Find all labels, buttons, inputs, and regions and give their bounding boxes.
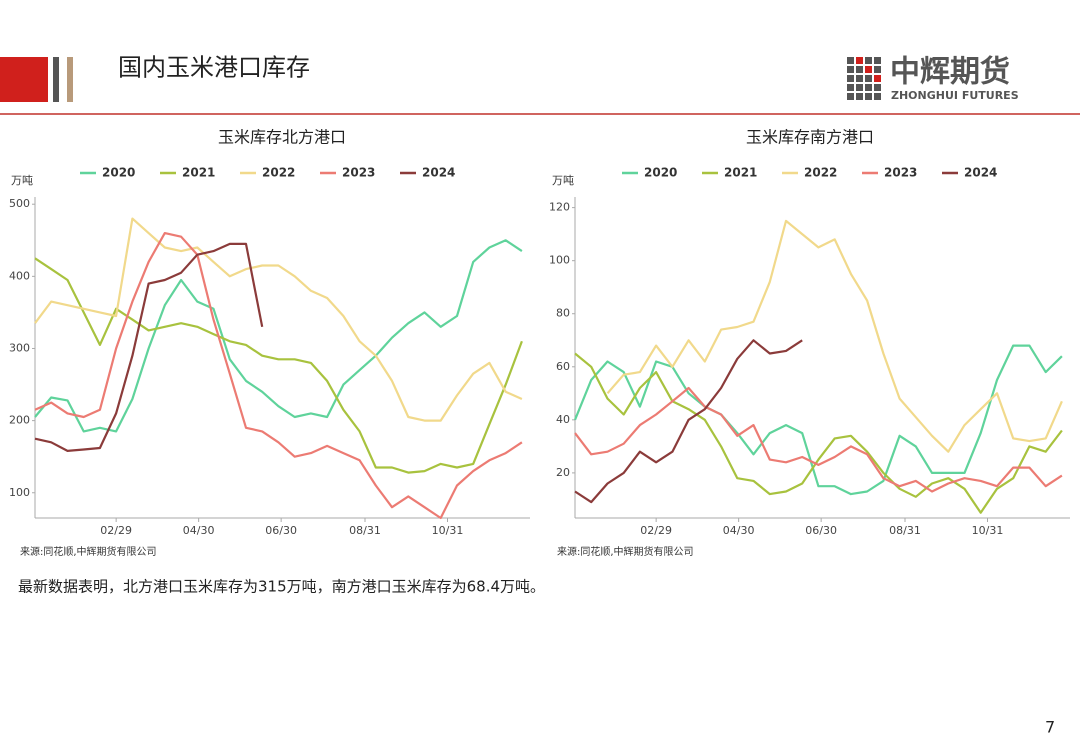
logo-subtext: ZHONGHUI FUTURES [891, 89, 1019, 102]
legend-label: 2024 [964, 166, 997, 180]
legend-label: 2021 [724, 166, 757, 180]
legend-label: 2024 [422, 166, 455, 180]
x-tick-label: 06/30 [265, 524, 297, 537]
series-line [574, 352, 1063, 514]
x-tick-label: 10/31 [432, 524, 464, 537]
y-tick-label: 500 [9, 197, 30, 210]
series-line [34, 257, 523, 474]
y-tick-label: 80 [556, 307, 570, 320]
series-line [34, 217, 523, 422]
x-tick-label: 04/30 [183, 524, 215, 537]
series-line [34, 232, 523, 520]
legend-label: 2022 [804, 166, 837, 180]
x-tick-label: 06/30 [805, 524, 837, 537]
legend-label: 2023 [342, 166, 375, 180]
header-bar [53, 57, 59, 102]
header-bar [67, 57, 73, 102]
series-line [573, 344, 1063, 496]
y-tick-label: 300 [9, 341, 30, 354]
y-tick-label: 400 [9, 269, 30, 282]
legend-label: 2022 [262, 166, 295, 180]
legend-label: 2020 [102, 166, 135, 180]
logo-text: 中辉期货 [890, 55, 1010, 90]
y-tick-label: 120 [549, 201, 570, 214]
summary-text: 最新数据表明，北方港口玉米库存为315万吨，南方港口玉米库存为68.4万吨。 [18, 578, 545, 596]
legend-label: 2023 [884, 166, 917, 180]
x-tick-label: 02/29 [640, 524, 672, 537]
series-line [34, 242, 264, 452]
x-tick-label: 08/31 [889, 524, 921, 537]
x-tick-label: 02/29 [100, 524, 132, 537]
y-tick-label: 20 [556, 466, 570, 479]
chart-title: 玉米库存北方港口 [218, 128, 346, 147]
legend-label: 2020 [644, 166, 677, 180]
page-title: 国内玉米港口库存 [118, 54, 310, 82]
logo-icon [847, 57, 881, 100]
page-number: 7 [1045, 718, 1055, 737]
legend-label: 2021 [182, 166, 215, 180]
y-tick-label: 100 [549, 254, 570, 267]
series-line [574, 386, 1063, 493]
series-line [574, 339, 803, 504]
y-tick-label: 200 [9, 414, 30, 427]
x-tick-label: 10/31 [972, 524, 1004, 537]
series-line [34, 239, 523, 433]
chart-title: 玉米库存南方港口 [746, 128, 874, 147]
y-tick-label: 40 [556, 413, 570, 426]
x-tick-label: 04/30 [723, 524, 755, 537]
y-tick-label: 100 [9, 486, 30, 499]
x-tick-label: 08/31 [349, 524, 381, 537]
y-tick-label: 60 [556, 360, 570, 373]
y-unit: 万吨 [552, 174, 574, 187]
source-note: 来源:同花顺,中辉期货有限公司 [20, 545, 157, 558]
series-line [606, 219, 1063, 453]
header-block [0, 57, 48, 102]
y-unit: 万吨 [11, 174, 33, 187]
source-note: 来源:同花顺,中辉期货有限公司 [557, 545, 694, 558]
